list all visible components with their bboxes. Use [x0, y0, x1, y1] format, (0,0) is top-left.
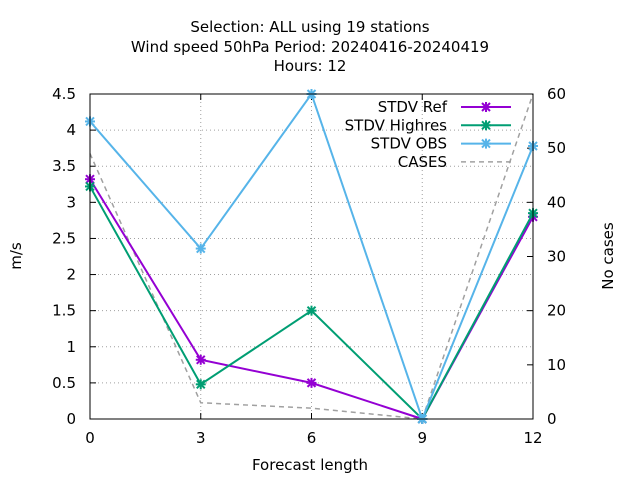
- y-tick-label: 3.5: [52, 157, 76, 175]
- legend-item: STDV OBS: [371, 135, 511, 153]
- data-point: [195, 243, 206, 254]
- y-tick-label: 0.5: [52, 374, 76, 392]
- legend-label: CASES: [398, 153, 447, 171]
- title-line-1: Selection: ALL using 19 stations: [190, 18, 429, 36]
- y2-tick-label: 40: [547, 193, 566, 211]
- y2-tick-label: 20: [547, 302, 566, 320]
- x-axis-label: Forecast length: [252, 456, 368, 474]
- data-point: [306, 377, 317, 388]
- y2-axis-label: No cases: [599, 222, 617, 290]
- legend-label: STDV Ref: [378, 98, 448, 116]
- legend-label: STDV Highres: [345, 116, 448, 134]
- y2-tick-label: 10: [547, 356, 566, 374]
- data-point: [306, 305, 317, 316]
- y-tick-label: 2: [66, 266, 76, 284]
- legend-marker: [481, 102, 491, 112]
- data-point: [195, 379, 206, 390]
- legend-item: CASES: [398, 153, 511, 171]
- x-tick-label: 0: [85, 429, 95, 447]
- x-tick-label: 6: [307, 429, 317, 447]
- series-stdv-obs: [85, 89, 538, 424]
- legend-item: STDV Highres: [345, 116, 511, 134]
- y-tick-label: 3: [66, 193, 76, 211]
- y-tick-label: 0: [66, 410, 76, 428]
- title-line-3: Hours: 12: [274, 57, 347, 75]
- y-tick-label: 1: [66, 338, 76, 356]
- legend-label: STDV OBS: [371, 135, 447, 153]
- y-tick-label: 4.5: [52, 85, 76, 103]
- plot-frame: [89, 93, 534, 420]
- series-layer: [85, 89, 538, 424]
- legend-item: STDV Ref: [378, 98, 511, 116]
- x-tick-label: 3: [196, 429, 206, 447]
- legend-marker: [481, 138, 491, 149]
- title-line-2: Wind speed 50hPa Period: 20240416-202404…: [131, 38, 489, 56]
- y2-tick-label: 0: [547, 410, 557, 428]
- x-tick-label: 9: [417, 429, 427, 447]
- y2-tick-label: 60: [547, 85, 566, 103]
- y2-tick-label: 50: [547, 139, 566, 157]
- y-axis-label: m/s: [7, 242, 25, 270]
- data-point: [195, 354, 206, 365]
- legend-marker: [481, 120, 491, 131]
- x-tick-label: 12: [523, 429, 542, 447]
- axis-ticks: 0 0.5 1 1.5 2 2.5 3 3.5 4 4.5 0 10 20 30 40 50 60 0 3 6 9 12: [52, 85, 566, 447]
- y-tick-label: 4: [66, 121, 76, 139]
- y-tick-label: 2.5: [52, 229, 76, 247]
- y-tick-label: 1.5: [52, 302, 76, 320]
- chart-title: Selection: ALL using 19 stations Wind sp…: [131, 18, 489, 75]
- y2-tick-label: 30: [547, 248, 566, 266]
